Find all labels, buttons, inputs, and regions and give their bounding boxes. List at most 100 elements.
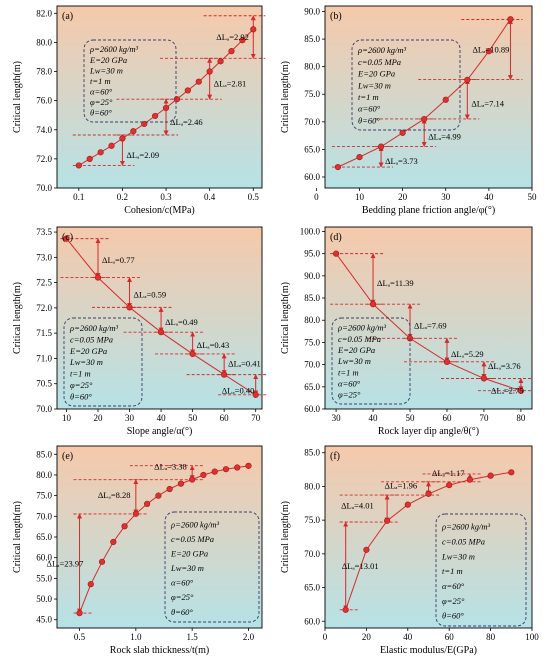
data-point [206, 68, 213, 75]
x-tick-label: 100 [525, 632, 539, 642]
x-tick-label: 70 [251, 413, 261, 423]
panel-label: (d) [330, 232, 342, 243]
x-tick-label: 0.5 [248, 192, 260, 202]
data-point [110, 538, 117, 546]
y-tick-label: 90.0 [304, 271, 320, 281]
x-tick-label: 0.5 [74, 632, 86, 642]
x-tick-label: 60 [220, 413, 230, 423]
x-tick-label: 0 [314, 192, 319, 202]
data-point [162, 104, 170, 112]
data-point [442, 96, 449, 103]
y-tick-label: 80.0 [36, 470, 52, 480]
delta-label: ΔLₐ=2.09 [126, 150, 159, 160]
y-tick-label: 80.0 [304, 62, 320, 72]
data-point [446, 481, 453, 489]
panel-label: (c) [62, 232, 73, 243]
data-point [189, 476, 196, 483]
param-text: t=1 m [358, 92, 379, 102]
delta-label: ΔLₐ=8.28 [98, 490, 131, 500]
param-text: Lw=30 m [441, 551, 475, 561]
params-box [331, 317, 411, 405]
panel-label: (b) [330, 11, 342, 22]
delta-label: ΔLₐ=11.39 [377, 278, 414, 288]
plot-background [325, 446, 532, 628]
param-text: α=60° [90, 87, 113, 97]
data-point [75, 162, 82, 169]
param-text: c=0.05 MPa [442, 536, 485, 546]
x-tick-label: 40 [369, 413, 379, 423]
param-text: ρ=2600 kg/m³ [89, 44, 138, 54]
data-point [132, 510, 139, 517]
plot-background [325, 227, 532, 409]
param-text: E=20 GPa [357, 69, 395, 79]
y-tick-label: 75.0 [304, 515, 320, 525]
delta-label: ΔLₐ=4.01 [341, 501, 374, 511]
data-point [250, 26, 257, 33]
y-tick-label: 70.0 [36, 511, 52, 521]
delta-label: ΔLₐ=2.92 [216, 32, 249, 42]
delta-label: ΔLₐ=7.14 [471, 98, 504, 108]
data-point [517, 387, 525, 394]
data-point [377, 143, 385, 150]
y-tick-label: 60.0 [304, 172, 320, 182]
delta-label: ΔLₐ=1.96 [385, 480, 418, 490]
x-tick-label: 80 [486, 632, 496, 642]
delta-label: ΔLₐ=3.38 [154, 462, 187, 472]
param-text: φ=25° [90, 97, 113, 107]
x-tick-label: 1.0 [130, 632, 142, 642]
panel-label: (f) [330, 451, 340, 462]
plot-background [57, 446, 262, 628]
delta-label: ΔLₐ=2.46 [170, 117, 203, 127]
x-tick-label: 40 [484, 192, 494, 202]
param-text: φ=25° [338, 390, 361, 400]
panel-a: 0.1 0.2 0.3 0.4 0.5 70.0 72.0 74.0 76.0 78.0 80.0 8… [12, 5, 266, 216]
delta-label: ΔLₐ=0.43 [197, 340, 230, 350]
y-tick-label: 72.0 [36, 303, 52, 313]
param-text: E=20 GPa [89, 55, 127, 65]
y-tick-label: 55.0 [36, 573, 52, 583]
data-point [508, 469, 515, 476]
panel-label: (a) [62, 11, 73, 22]
y-tick-label: 74.0 [36, 125, 52, 135]
param-text: Lw=30 m [89, 65, 123, 75]
delta-label: ΔLₐ=23.97 [47, 559, 84, 569]
data-point [369, 301, 377, 308]
params-box [351, 39, 461, 131]
x-tick-label: 0.4 [204, 192, 216, 202]
y-tick-label: 70.0 [304, 549, 320, 559]
data-point [177, 480, 185, 487]
data-point [152, 112, 159, 120]
x-tick-label: 60 [442, 413, 452, 423]
data-point [141, 120, 148, 128]
data-point [200, 471, 207, 479]
y-tick-label: 75.0 [304, 89, 320, 99]
x-tick-label: 50 [406, 413, 416, 423]
y-tick-label: 85.0 [304, 293, 320, 303]
delta-label: ΔLₐ=0.41 [228, 358, 261, 368]
param-text: φ=25° [171, 592, 194, 602]
series-line [79, 465, 249, 614]
data-point [166, 485, 173, 493]
delta-label: ΔLₐ=3.76 [488, 361, 521, 371]
y-tick-label: 75.0 [304, 337, 320, 347]
data-point [108, 142, 115, 149]
y-tick-label: 100.0 [300, 226, 321, 236]
y-tick-label: 76.0 [36, 96, 52, 106]
y-tick-label: 80.0 [36, 37, 52, 47]
param-text: t=1 m [338, 367, 359, 377]
x-axis-label: Bedding plane friction angle/φ(°) [362, 205, 495, 216]
data-point [130, 128, 137, 135]
y-tick-label: 72.0 [36, 154, 52, 164]
data-point [157, 329, 165, 336]
param-text: ρ=2600 kg/m³ [441, 522, 490, 532]
param-text: α=60° [171, 578, 194, 588]
data-point [119, 135, 126, 142]
x-tick-label: 2.0 [243, 632, 255, 642]
x-axis-label: Rock slab thickness/t(m) [110, 645, 209, 656]
panel-f: 0 20 40 60 80 100 60.0 65.0 70.0 75.0 80.0 85.0 Elas… [280, 445, 539, 656]
param-text: α=60° [442, 581, 465, 591]
y-tick-label: 60.0 [36, 553, 52, 563]
y-tick-label: 90.0 [304, 7, 320, 17]
y-tick-label: 65.0 [304, 583, 320, 593]
x-axis-label: Rock layer dip angle/θ(°) [378, 426, 479, 437]
